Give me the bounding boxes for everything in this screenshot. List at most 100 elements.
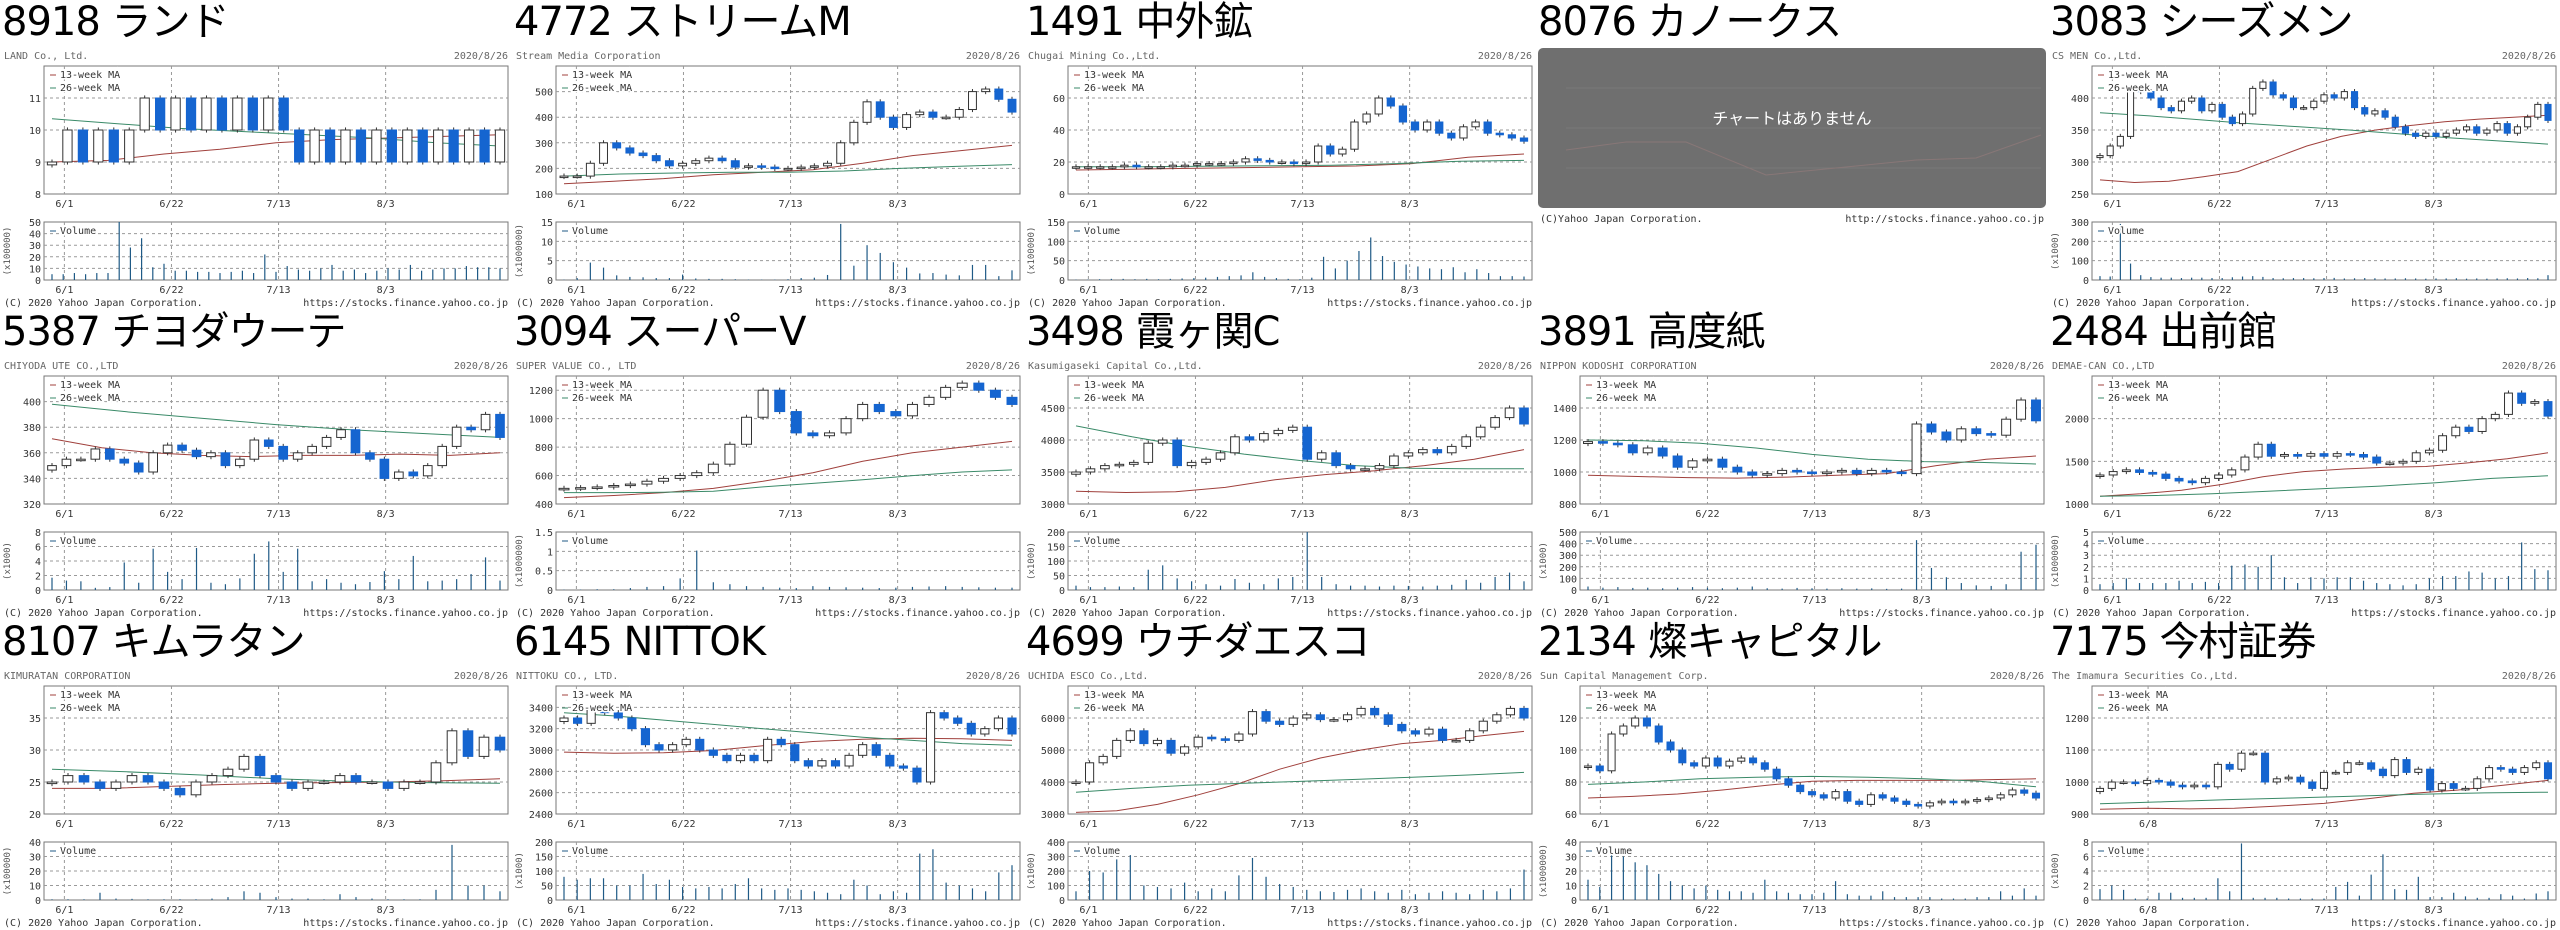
volume-plot-frame [1579, 531, 2045, 591]
date-tick-label: 6/1 [55, 199, 73, 210]
candlestick [757, 387, 769, 420]
candlestick [1583, 439, 1593, 447]
stock-chart-tile[interactable]: LAND Co., Ltd. 2020/8/26 8 9 10 11 0 10 20 30 40 50… [0, 0, 512, 310]
candle-body-up [402, 129, 413, 163]
candle-body-down [2503, 123, 2511, 134]
date-tick-label: 8/3 [889, 199, 907, 210]
candlestick [1784, 776, 1793, 788]
candle-body-up [1316, 452, 1327, 460]
candle-body-up [2532, 762, 2541, 769]
chart-date: 2020/8/26 [1478, 51, 1532, 62]
candlestick [2208, 101, 2216, 114]
stock-chart-tile[interactable]: NITTOKU CO., LTD. 2020/8/26 2400 2600 2800 30… [512, 620, 1024, 930]
date-tick-label: 7/13 [779, 905, 803, 916]
date-tick-label: 7/13 [267, 905, 291, 916]
candlestick [495, 411, 505, 440]
candle-body-up [302, 781, 314, 789]
candle-body-up [1956, 428, 1967, 441]
candlestick [307, 443, 317, 456]
stock-chart-tile[interactable]: チャートはありません (C)Yahoo Japan Corporation. htt… [1536, 0, 2048, 310]
stock-chart-tile[interactable]: SUPER VALUE CO., LTD 2020/8/26 400 600 800 10… [512, 310, 1024, 620]
ma13-legend-label: 13-week MA [1084, 690, 1144, 701]
price-tick-label: 6000 [1041, 714, 1065, 725]
volume-legend-label: Volume [1084, 846, 1120, 857]
candlestick [2504, 390, 2513, 417]
candlestick [1672, 453, 1683, 470]
date-tick-label: 6/1 [55, 509, 73, 520]
stock-title: 6145 NITTOK [514, 620, 766, 665]
candle-body-up [2272, 778, 2281, 783]
candle-body-up [858, 744, 868, 756]
candle-body-up [422, 465, 433, 477]
candlestick [873, 401, 885, 415]
candle-body-up [292, 452, 303, 460]
date-tick-label: 8/3 [2425, 509, 2443, 520]
candlestick [2331, 769, 2340, 775]
stock-chart-tile[interactable]: CS MEN Co.,Ltd. 2020/8/26 250 300 350 400 0 100… [2048, 0, 2560, 310]
candlestick [1085, 466, 1096, 475]
candle-body-up [1762, 473, 1773, 476]
stock-chart-tile[interactable]: Kasumigaseki Capital Co.,Ltd. 2020/8/26 30… [1024, 310, 1536, 620]
candle-body-up [321, 436, 332, 447]
stock-chart-tile[interactable]: The Imamura Securities Co.,Ltd. 2020/8/26… [2048, 620, 2560, 930]
stock-chart-tile[interactable]: UCHIDA ESCO Co.,Ltd. 2020/8/26 3000 4000 500… [1024, 620, 1536, 930]
candlestick [1504, 405, 1515, 421]
stock-chart-tile[interactable]: KIMURATAN CORPORATION 2020/8/26 20 25 30 35 0 1… [0, 620, 512, 930]
candle-body-down [462, 730, 474, 757]
candlestick [90, 446, 101, 462]
candlestick [1642, 445, 1653, 456]
date-tick-label: 6/22 [2207, 595, 2231, 606]
ma13-line [1075, 153, 1525, 171]
date-tick-label: 6/22 [1183, 905, 1207, 916]
candlestick [1519, 135, 1529, 144]
candlestick [2300, 105, 2308, 111]
candlestick [1956, 426, 1967, 443]
candle-body-down [494, 736, 506, 751]
candle-body-down [379, 458, 390, 479]
candlestick [110, 779, 122, 791]
candle-body-down [989, 389, 1001, 398]
candlestick [2401, 124, 2410, 136]
chart-svg: DEMAE-CAN CO.,LTD 2020/8/2610001500200001… [2051, 361, 2557, 619]
stock-chart-tile[interactable]: Stream Media Corporation 2020/8/26 100 200 3… [512, 0, 1024, 310]
candle-body-down [2473, 126, 2481, 134]
volume-tick-label: 200 [1559, 563, 1577, 574]
candlestick [148, 450, 158, 475]
candle-body-down [1772, 768, 1781, 780]
price-tick-label: 9 [35, 158, 41, 169]
stock-chart-tile[interactable]: DEMAE-CAN CO.,LTD 2020/8/26 1000 1500 2000 0 1… [2048, 310, 2560, 620]
stock-chart-tile[interactable]: CHIYODA UTE CO.,LTD 2020/8/26 320 340 360 380… [0, 310, 512, 620]
candle-body-down [1519, 707, 1529, 719]
chart-date: 2020/8/26 [2502, 671, 2556, 682]
source-url: https://stocks.finance.yahoo.co.jp [2351, 608, 2556, 619]
candle-body-down [2031, 399, 2041, 422]
stock-chart-tile[interactable]: NIPPON KODOSHI CORPORATION 2020/8/26 800 10… [1536, 310, 2048, 620]
candlestick [691, 470, 703, 479]
candle-body-up [2119, 781, 2128, 784]
candle-body-up [1403, 452, 1414, 457]
copyright-text: (C) 2020 Yahoo Japan Corporation. [4, 298, 203, 309]
candlestick [1143, 440, 1154, 465]
candlestick [371, 127, 382, 165]
date-tick-label: 6/1 [1079, 819, 1097, 830]
copyright-text: (C) 2020 Yahoo Japan Corporation. [516, 608, 715, 619]
stock-chart-tile[interactable]: Sun Capital Management Corp. 2020/8/26 60 8… [1536, 620, 2048, 930]
candle-body-down [1275, 720, 1285, 725]
candlestick [2319, 451, 2329, 459]
candle-body-up [981, 88, 991, 93]
candle-body-up [2107, 781, 2116, 789]
candle-body-up [371, 129, 382, 163]
candle-body-down [355, 129, 367, 163]
date-tick-label: 7/13 [1803, 595, 1827, 606]
candlestick [1772, 766, 1781, 782]
candlestick [1437, 726, 1448, 743]
candle-body-down [612, 142, 622, 149]
candlestick [2483, 127, 2491, 136]
candle-body-down [94, 781, 106, 789]
candle-body-up [1071, 781, 1081, 784]
candle-body-up [1418, 449, 1428, 454]
candle-body-up [1362, 113, 1371, 123]
stock-chart-tile[interactable]: Chugai Mining Co.,Ltd. 2020/8/26 0 20 40 60 0 5… [1024, 0, 1536, 310]
candle-body-up [433, 129, 444, 163]
date-tick-label: 6/1 [567, 595, 585, 606]
